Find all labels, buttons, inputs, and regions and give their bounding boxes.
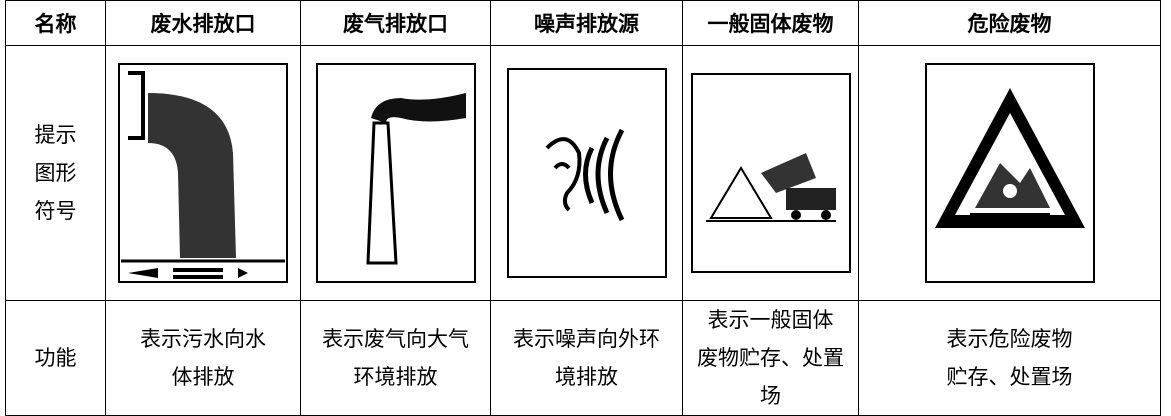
icon-cell xyxy=(682,45,859,301)
text-line: 贮存、处置场 xyxy=(946,365,1073,389)
text-line: 表示一般固体 xyxy=(707,308,834,332)
function-cell: 表示噪声向外环 境排放 xyxy=(490,300,683,416)
noise-icon xyxy=(506,68,667,278)
text-line: 表示废气向大气 xyxy=(322,327,469,351)
function-row: 功能 表示污水向水 体排放 表示废气向大气 环境排放 表示噪声向外环 境排放 表示一般… xyxy=(5,300,1161,416)
text-line: 场 xyxy=(760,384,781,408)
text-line: 表示噪声向外环 xyxy=(513,327,660,351)
function-cell: 表示危险废物 贮存、处置场 xyxy=(858,300,1161,416)
text-line: 提示 xyxy=(34,123,77,147)
header-row: 名称 废水排放口 废气排放口 噪声排放源 一般固体废物 危险废物 xyxy=(5,0,1161,46)
exhaust-icon xyxy=(315,63,476,283)
header-cell: 废水排放口 xyxy=(105,0,301,46)
text-line: 境排放 xyxy=(555,365,618,389)
row-label: 功能 xyxy=(5,300,106,416)
page: 名称 废水排放口 废气排放口 噪声排放源 一般固体废物 危险废物 提示图形符号 xyxy=(5,0,1161,416)
text-line: 符号 xyxy=(34,199,77,223)
text-line: 表示污水向水 xyxy=(140,327,266,351)
header-cell: 噪声排放源 xyxy=(490,0,683,46)
text-line: 表示危险废物 xyxy=(946,327,1073,351)
solid-waste-icon xyxy=(690,73,851,273)
text-line: 废物贮存、处置 xyxy=(697,346,844,370)
text-line: 环境排放 xyxy=(353,365,438,389)
icon-cell xyxy=(300,45,491,301)
text-line: 图形 xyxy=(34,161,77,185)
icon-cell xyxy=(858,45,1161,301)
icon-cell xyxy=(490,45,683,301)
wastewater-icon xyxy=(118,63,288,283)
header-cell: 废气排放口 xyxy=(300,0,491,46)
symbol-row: 提示 图形 符号 xyxy=(5,45,1161,301)
row-label: 提示 图形 符号 xyxy=(5,45,106,301)
header-cell: 危险废物 xyxy=(858,0,1161,46)
hazardous-icon xyxy=(924,63,1095,283)
function-cell: 表示污水向水 体排放 xyxy=(105,300,301,416)
function-cell: 表示废气向大气 环境排放 xyxy=(300,300,491,416)
header-cell: 一般固体废物 xyxy=(682,0,859,46)
function-cell: 表示一般固体 废物贮存、处置场 xyxy=(682,300,859,416)
text-line: 体排放 xyxy=(171,365,235,389)
sign-table: 名称 废水排放口 废气排放口 噪声排放源 一般固体废物 危险废物 提示图形符号 xyxy=(5,0,1161,416)
header-cell: 名称 xyxy=(5,0,106,46)
icon-cell xyxy=(105,45,301,301)
